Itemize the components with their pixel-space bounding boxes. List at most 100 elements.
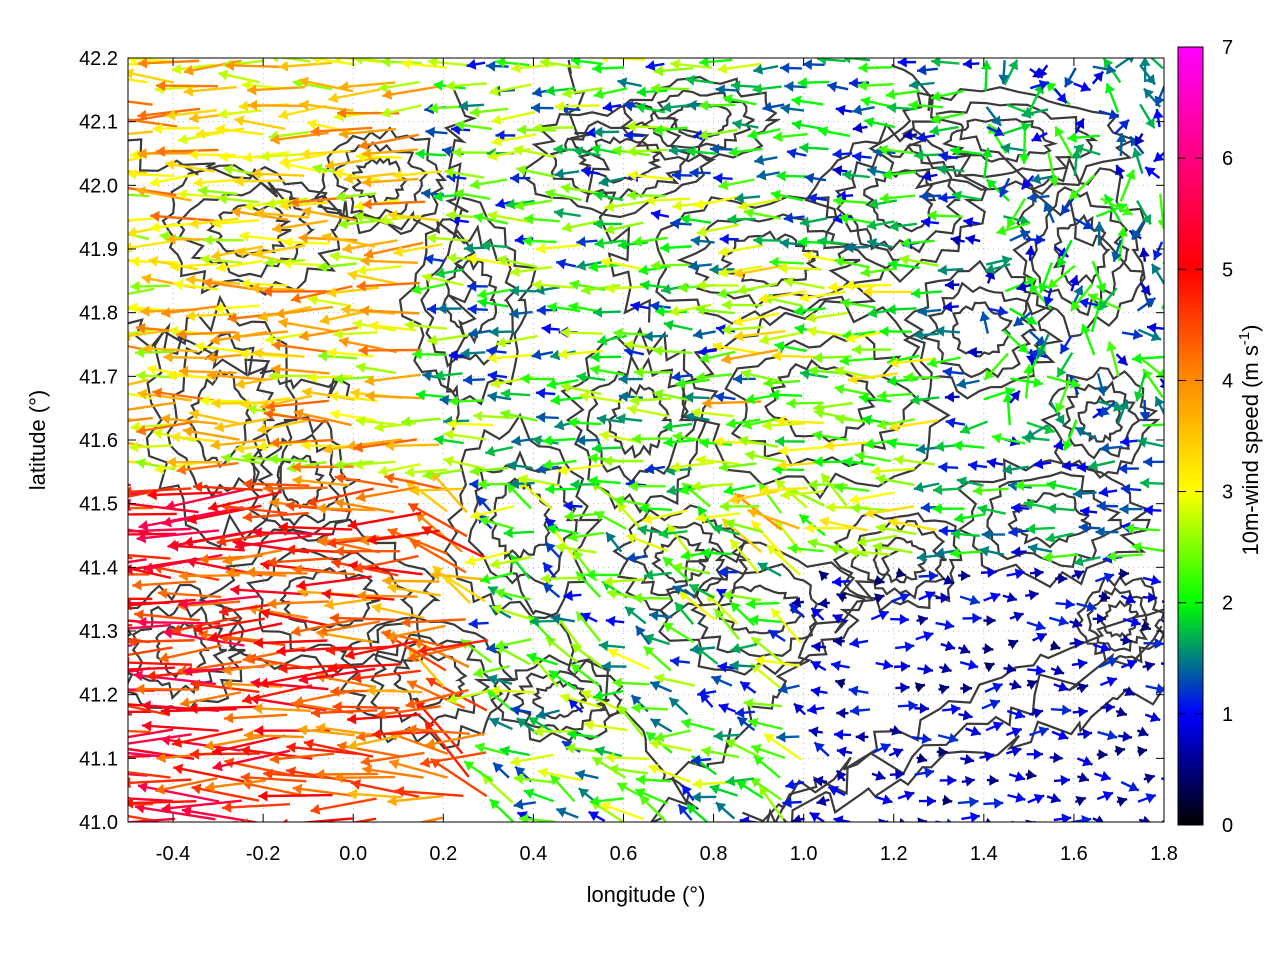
wind-arrow-head [650, 209, 661, 221]
wind-arrow-head [338, 128, 349, 140]
wind-arrow-head [631, 702, 641, 714]
wind-arrow-head [334, 545, 344, 557]
wind-arrow-head [594, 237, 605, 249]
wind-arrow-head [387, 527, 399, 538]
wind-arrow-head [451, 124, 461, 135]
wind-arrow-head [550, 349, 561, 361]
wind-arrow [152, 123, 200, 135]
wind-arrow-head [617, 239, 628, 251]
wind-arrow [749, 614, 782, 626]
wind-arrow [612, 677, 650, 689]
wind-arrow-head [98, 665, 107, 676]
wind-arrow-head [561, 221, 572, 233]
wind-arrow [938, 151, 958, 162]
wind-arrow [567, 698, 584, 714]
wind-arrow [1046, 479, 1077, 491]
wind-arrow-head [938, 746, 948, 758]
wind-arrow-head [364, 375, 375, 387]
wind-arrow [886, 102, 916, 114]
wind-arrow [298, 326, 358, 342]
wind-arrow [1092, 815, 1104, 822]
wind-arrow-head [1000, 142, 1011, 154]
wind-arrow [950, 145, 982, 157]
wind-arrow-head [1124, 523, 1135, 535]
wind-arrow-head [130, 149, 140, 161]
wind-arrow-head [1026, 769, 1037, 781]
wind-arrow [550, 394, 583, 406]
wind-arrow [300, 148, 351, 160]
wind-arrow-head [711, 675, 722, 686]
wind-arrow [1114, 745, 1126, 757]
wind-arrow-head [195, 128, 206, 140]
wind-arrow [614, 495, 651, 508]
wind-arrow [601, 660, 627, 672]
wind-arrow [478, 515, 515, 530]
wind-arrow [739, 815, 758, 822]
wind-arrow [539, 58, 581, 70]
wind-arrow-head [247, 99, 258, 111]
wind-arrow-head [69, 127, 78, 138]
wind-arrow [161, 799, 242, 814]
wind-arrow [583, 719, 628, 732]
wind-arrow-head [799, 142, 809, 154]
wind-arrow-head [1047, 278, 1059, 289]
wind-arrow-head [1076, 461, 1087, 473]
wind-arrow [650, 209, 670, 221]
wind-arrow [894, 661, 911, 673]
wind-arrow [856, 534, 898, 547]
wind-arrow-head [738, 435, 749, 447]
wind-arrow [624, 605, 647, 625]
wind-arrow [128, 573, 150, 576]
wind-arrow-head [511, 435, 521, 447]
wind-arrow [368, 821, 371, 822]
wind-arrow-head [1073, 143, 1085, 155]
wind-arrow [1079, 506, 1098, 518]
wind-arrow-head [878, 818, 889, 822]
wind-arrow-head [605, 615, 616, 627]
wind-arrow [334, 545, 401, 557]
wind-arrow-head [330, 685, 340, 697]
wind-arrow-head [479, 515, 490, 527]
wind-arrow [161, 506, 244, 528]
wind-arrow [1000, 142, 1027, 154]
wind-arrow-head [538, 767, 549, 779]
wind-arrow-head [285, 544, 296, 556]
wind-arrow-head [1111, 251, 1122, 262]
wind-arrow-head [791, 596, 802, 608]
wind-arrow [937, 732, 959, 744]
wind-arrow-head [671, 371, 682, 383]
wind-arrow-head [891, 724, 902, 736]
wind-arrow [271, 219, 328, 234]
wind-arrow-shaft [290, 618, 355, 635]
wind-arrow [520, 373, 555, 385]
wind-arrow-head [450, 215, 461, 227]
wind-arrow-head [997, 305, 1008, 317]
wind-arrow-head [359, 534, 370, 546]
wind-arrow-head [567, 729, 577, 741]
wind-arrow-head [916, 551, 927, 563]
wind-arrow-shaft [247, 104, 306, 108]
wind-arrow-head [903, 790, 915, 801]
wind-arrow [605, 282, 649, 294]
wind-arrow-head [666, 484, 677, 496]
wind-arrow [984, 662, 995, 673]
wind-arrow-shaft [192, 485, 263, 492]
wind-arrow-head [1146, 322, 1157, 334]
wind-arrow-head [568, 301, 579, 313]
wind-arrow-head [299, 99, 309, 111]
wind-arrow-shaft [344, 640, 417, 658]
wind-arrow-shaft [324, 596, 380, 608]
wind-arrow-shaft [128, 502, 199, 514]
wind-arrow-head [941, 662, 952, 674]
wind-arrow [533, 122, 575, 134]
wind-arrow-shaft [156, 84, 218, 88]
wind-arrow [918, 570, 939, 582]
wind-arrow [729, 538, 760, 574]
wind-arrow-shaft [316, 507, 376, 512]
wind-arrow [1092, 642, 1111, 653]
wind-arrow-head [1006, 663, 1017, 675]
wind-arrow-head [322, 232, 332, 243]
wind-arrow-shaft [386, 624, 446, 640]
wind-arrow-head [128, 226, 138, 238]
wind-arrow-head [514, 234, 525, 245]
